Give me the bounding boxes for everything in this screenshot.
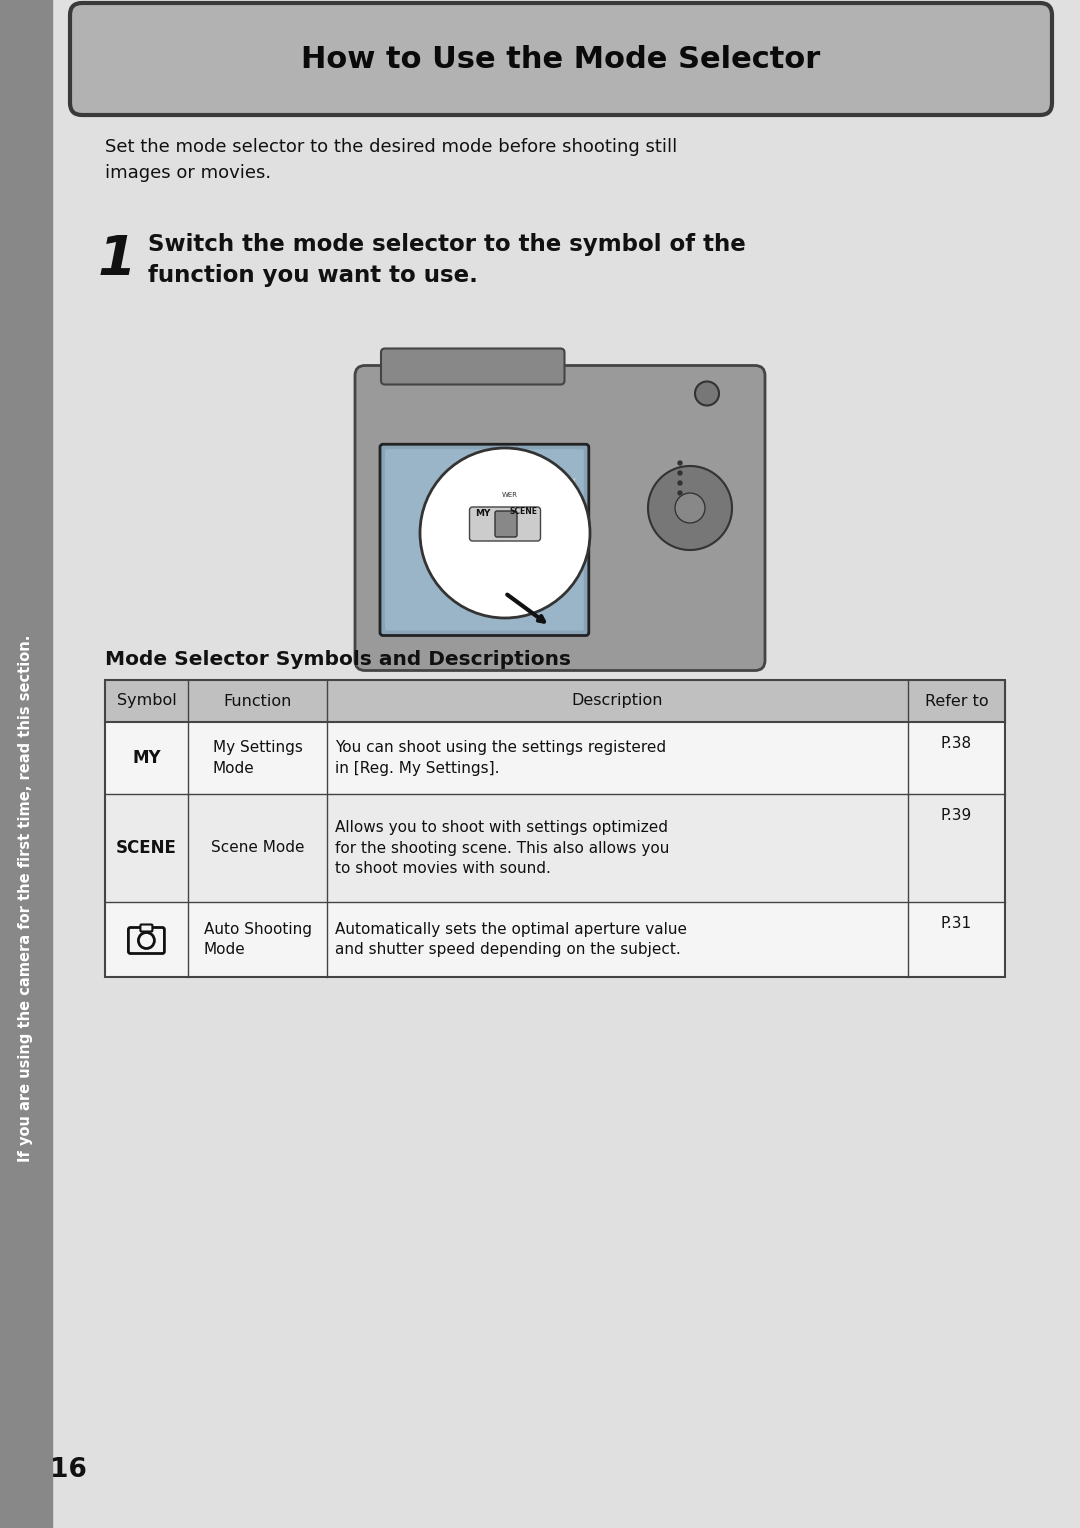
Text: Automatically sets the optimal aperture value
and shutter speed depending on the: Automatically sets the optimal aperture … bbox=[335, 921, 687, 957]
Polygon shape bbox=[545, 478, 575, 523]
Text: Function: Function bbox=[224, 694, 292, 709]
Text: MY: MY bbox=[475, 509, 490, 518]
FancyBboxPatch shape bbox=[355, 365, 765, 671]
Text: MY: MY bbox=[132, 749, 161, 767]
FancyBboxPatch shape bbox=[70, 3, 1052, 115]
Text: 16: 16 bbox=[50, 1458, 86, 1484]
FancyBboxPatch shape bbox=[381, 348, 565, 385]
FancyBboxPatch shape bbox=[380, 445, 589, 636]
Bar bbox=[105, 723, 1005, 795]
Bar bbox=[105, 680, 1005, 723]
Text: How to Use the Mode Selector: How to Use the Mode Selector bbox=[301, 44, 821, 73]
Text: If you are using the camera for the first time, read this section.: If you are using the camera for the firs… bbox=[18, 634, 33, 1161]
Text: You can shoot using the settings registered
in [Reg. My Settings].: You can shoot using the settings registe… bbox=[335, 740, 666, 776]
Circle shape bbox=[678, 490, 681, 495]
FancyBboxPatch shape bbox=[384, 449, 584, 631]
Bar bbox=[105, 795, 1005, 902]
Text: My Settings
Mode: My Settings Mode bbox=[213, 740, 302, 776]
Text: SCENE: SCENE bbox=[116, 839, 177, 857]
Text: Mode Selector Symbols and Descriptions: Mode Selector Symbols and Descriptions bbox=[105, 649, 571, 669]
Text: Description: Description bbox=[571, 694, 663, 709]
Text: P.31: P.31 bbox=[941, 915, 972, 931]
Circle shape bbox=[678, 461, 681, 465]
Text: Symbol: Symbol bbox=[117, 694, 176, 709]
Text: P.39: P.39 bbox=[941, 808, 972, 824]
Text: Scene Mode: Scene Mode bbox=[211, 840, 305, 856]
Text: SCENE: SCENE bbox=[509, 506, 537, 515]
Circle shape bbox=[678, 481, 681, 484]
Text: WER: WER bbox=[502, 492, 518, 498]
Text: Switch the mode selector to the symbol of the
function you want to use.: Switch the mode selector to the symbol o… bbox=[148, 232, 746, 287]
FancyBboxPatch shape bbox=[140, 924, 152, 932]
FancyBboxPatch shape bbox=[495, 510, 517, 536]
Circle shape bbox=[678, 471, 681, 475]
Text: Refer to: Refer to bbox=[924, 694, 988, 709]
Text: Set the mode selector to the desired mode before shooting still
images or movies: Set the mode selector to the desired mod… bbox=[105, 138, 677, 182]
Bar bbox=[0, 0, 52, 1528]
Circle shape bbox=[648, 466, 732, 550]
Circle shape bbox=[696, 382, 719, 405]
FancyBboxPatch shape bbox=[129, 927, 164, 953]
Text: Allows you to shoot with settings optimized
for the shooting scene. This also al: Allows you to shoot with settings optimi… bbox=[335, 821, 670, 876]
Circle shape bbox=[675, 494, 705, 523]
Text: Auto Shooting
Mode: Auto Shooting Mode bbox=[203, 921, 311, 957]
Text: 1: 1 bbox=[98, 232, 137, 287]
FancyBboxPatch shape bbox=[470, 507, 540, 541]
Bar bbox=[105, 680, 1005, 976]
Text: P.38: P.38 bbox=[941, 736, 972, 750]
Circle shape bbox=[420, 448, 590, 617]
Bar bbox=[105, 902, 1005, 976]
